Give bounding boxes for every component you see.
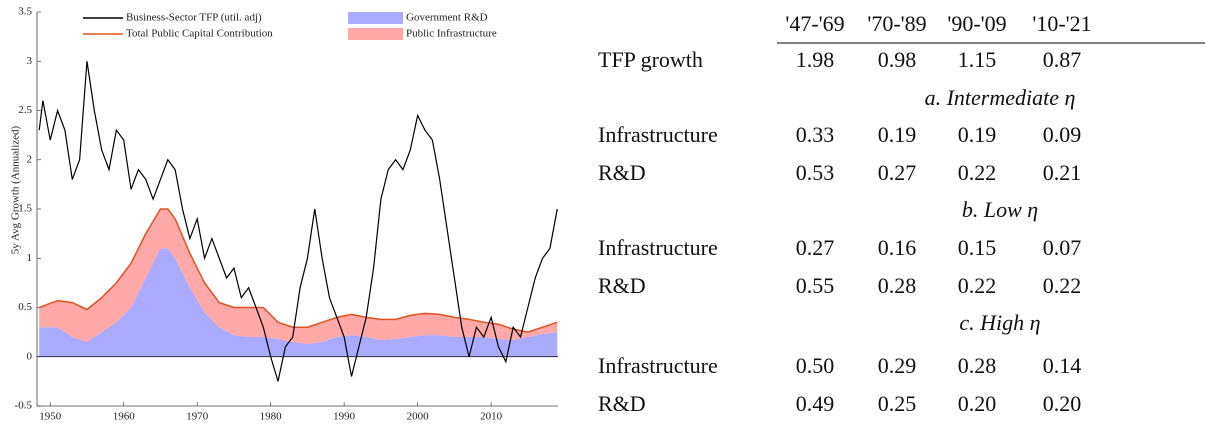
cell: 1.15	[958, 47, 997, 72]
cell: 0.55	[796, 273, 835, 298]
legend-label: Business-Sector TFP (util. adj)	[126, 12, 262, 24]
x-tick-label: 1980	[260, 411, 283, 423]
y-tick-label: 1.5	[18, 203, 32, 215]
y-tick-label: 0.5	[18, 301, 32, 313]
column-header: '90-'09	[947, 11, 1006, 36]
legend-swatch	[348, 12, 403, 24]
x-tick-label: 1990	[333, 411, 356, 423]
chart: 5y Avg Growth (Annualized) -0.5 0 0.5 1 1.5 2…	[10, 6, 558, 423]
row-label: Infrastructure	[598, 235, 718, 260]
cell: 0.20	[958, 391, 997, 416]
cell: 0.50	[796, 353, 835, 378]
y-tick-label: -0.5	[15, 400, 33, 412]
area	[39, 248, 558, 357]
legend-label: Government R&D	[406, 12, 488, 24]
column-header: '47-'69	[785, 11, 844, 36]
section-header: a. Intermediate η	[925, 85, 1076, 110]
column-header: '70-'89	[867, 11, 926, 36]
cell: 0.22	[1043, 273, 1082, 298]
cell: 0.27	[796, 235, 835, 260]
x-tick-label: 1970	[186, 411, 209, 423]
cell: 0.53	[796, 160, 835, 185]
line	[38, 61, 558, 382]
legend-label: Public Infrastructure	[406, 28, 497, 40]
area	[39, 209, 558, 344]
cell: 0.21	[1043, 160, 1082, 185]
cell: 0.20	[1043, 391, 1082, 416]
cell: 0.87	[1043, 47, 1082, 72]
section-header: b. Low η	[962, 197, 1038, 222]
cell: 0.19	[878, 122, 917, 147]
cell: 0.28	[878, 273, 917, 298]
cell: 0.14	[1043, 353, 1082, 378]
cell: 0.28	[958, 353, 997, 378]
section-header: c. High η	[959, 310, 1040, 335]
cell: 0.98	[878, 47, 917, 72]
y-axis-label: 5y Avg Growth (Annualized)	[10, 125, 22, 254]
cell: 1.98	[796, 47, 835, 72]
y-tick-label: 3	[27, 55, 33, 67]
cell: 0.27	[878, 160, 917, 185]
row-label: Infrastructure	[598, 353, 718, 378]
column-header: '10-'21	[1032, 11, 1091, 36]
y-tick-label: 2.5	[18, 104, 32, 116]
cell: 0.49	[796, 391, 835, 416]
x-tick-label: 2010	[480, 411, 503, 423]
x-tick-label: 1960	[113, 411, 136, 423]
y-tick-label: 3.5	[18, 6, 32, 18]
x-tick-label: 1950	[39, 411, 62, 423]
y-tick-label: 2	[27, 153, 33, 165]
cell: 0.25	[878, 391, 917, 416]
row-label: R&D	[598, 160, 646, 185]
line	[38, 208, 558, 333]
axis-frame	[36, 12, 558, 407]
x-tick-label: 2000	[407, 411, 430, 423]
legend-label: Total Public Capital Contribution	[126, 28, 273, 40]
cell: 0.09	[1043, 122, 1082, 147]
cell: 0.07	[1043, 235, 1082, 260]
row-label: R&D	[598, 273, 646, 298]
legend-swatch	[348, 28, 403, 40]
cell: 0.22	[958, 160, 997, 185]
y-tick-label: 0	[27, 350, 33, 362]
cell: 0.19	[958, 122, 997, 147]
row-label: R&D	[598, 391, 646, 416]
row-label: TFP growth	[598, 47, 703, 72]
row-label: Infrastructure	[598, 122, 718, 147]
cell: 0.15	[958, 235, 997, 260]
cell: 0.29	[878, 353, 917, 378]
cell: 0.22	[958, 273, 997, 298]
cell: 0.33	[796, 122, 835, 147]
y-tick-label: 1	[27, 252, 33, 264]
cell: 0.16	[878, 235, 917, 260]
legend-box	[80, 8, 525, 44]
